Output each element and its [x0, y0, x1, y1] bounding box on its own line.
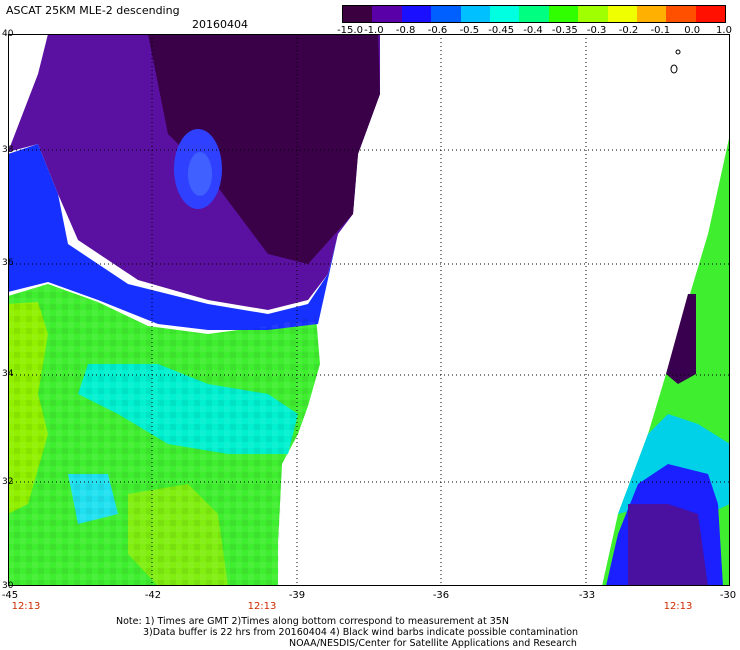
color-scale-tick-label: -0.4 [523, 25, 543, 36]
lon-label-45: -45 [1, 590, 19, 601]
lon-label-36: -36 [432, 590, 450, 601]
lat-label-34: 34 [2, 369, 14, 379]
lon-label-42: -42 [144, 590, 162, 601]
color-scale-segment [372, 6, 402, 22]
swath-west-darkpurple-zone [148, 34, 380, 264]
lat-label-30: 30 [2, 581, 14, 591]
color-scale-tick-label: -0.3 [586, 25, 607, 36]
swath-west-blue-band [8, 144, 338, 330]
swath-east-purple-zone [628, 504, 708, 586]
swath-map [8, 34, 730, 586]
color-scale-tick-label: -0.45 [488, 25, 515, 36]
color-scale-segment [431, 6, 461, 22]
lon-label-30: -30 [719, 590, 737, 601]
color-scale-segment [578, 6, 608, 22]
color-scale-tick-label: -0.1 [650, 25, 671, 36]
note-line-2: 3)Data buffer is 22 hrs from 20160404 4)… [143, 627, 579, 638]
color-scale-tick-label: 1.0 [716, 25, 732, 36]
color-scale-segment [666, 6, 696, 22]
color-scale-segment [460, 6, 490, 22]
note-line-1: Note: 1) Times are GMT 2)Times along bot… [116, 616, 509, 627]
color-scale-tick-label: -0.8 [395, 25, 416, 36]
map-frame [8, 34, 730, 586]
pass-time-center: 12:13 [247, 601, 277, 612]
color-scale-segment [548, 6, 579, 22]
lat-label-38: 38 [2, 145, 14, 155]
swath-east-purple-notch [666, 294, 696, 384]
color-scale-segment [343, 6, 373, 22]
color-scale-tick-label: -15.0 [337, 25, 363, 36]
lat-label-36: 36 [2, 258, 14, 268]
color-scale-segment [607, 6, 637, 22]
map-date: 20160404 [192, 18, 248, 31]
map-title: ASCAT 25KM MLE-2 descending [6, 4, 180, 17]
color-scale-segment [519, 6, 549, 22]
color-scale-tick-label: -1.0 [364, 25, 384, 36]
lon-label-33: -33 [578, 590, 596, 601]
pass-time-west: 12:13 [11, 601, 41, 612]
lat-lon-grid [8, 34, 730, 586]
lon-label-39: -39 [288, 590, 306, 601]
color-scale-ticks: -15.0 -1.0 -0.8 -0.6 -0.5 -0.45 -0.4 -0.35 -0.3-… [337, 25, 732, 39]
color-scale-tick-label: 0.0 [684, 25, 701, 36]
swath-west-blue-spot-core [188, 152, 212, 196]
western-swath [8, 34, 380, 586]
color-scale-tick-label: -0.35 [551, 25, 578, 36]
color-scale-bar [342, 5, 726, 23]
color-scale-segment [401, 6, 432, 22]
color-scale-segment [636, 6, 667, 22]
lat-label-40: 40 [2, 29, 14, 39]
note-line-3: NOAA/NESDIS/Center for Satellite Applica… [289, 638, 577, 649]
swath-west-texture [8, 284, 320, 586]
lat-label-32: 32 [2, 477, 14, 487]
pass-time-east: 12:13 [663, 601, 693, 612]
color-scale-tick-label: -0.5 [459, 25, 480, 36]
color-scale-tick-label: -0.6 [427, 25, 448, 36]
color-scale-tick-label: -0.2 [618, 25, 639, 36]
color-scale-segment [695, 6, 726, 22]
island-outline [670, 49, 681, 74]
eastern-swath [602, 134, 730, 586]
color-scale-segment [489, 6, 520, 22]
